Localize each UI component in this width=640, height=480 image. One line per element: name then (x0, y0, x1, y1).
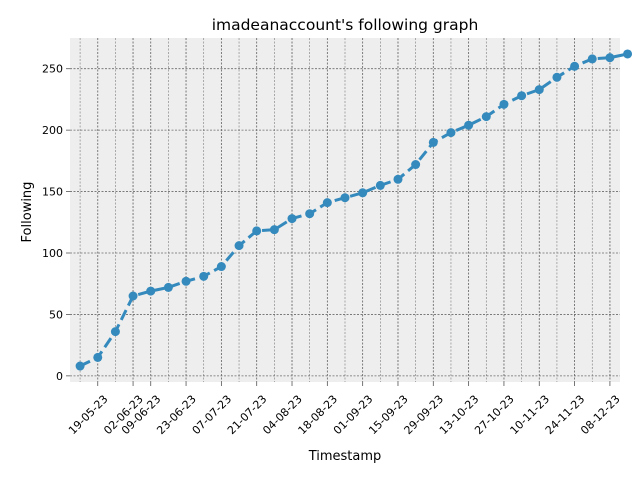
data-point (464, 120, 474, 130)
y-tick-label: 100 (42, 247, 63, 260)
grid (70, 38, 620, 382)
data-point (216, 262, 226, 272)
data-point (110, 327, 120, 337)
data-point (587, 54, 597, 64)
data-point (552, 72, 562, 82)
data-point (358, 188, 368, 198)
y-tick-label: 0 (56, 370, 63, 383)
data-series (75, 49, 633, 371)
y-tick-label: 250 (42, 63, 63, 76)
data-point (252, 226, 262, 236)
y-tick-label: 50 (49, 308, 63, 321)
data-point (428, 137, 438, 147)
data-point (305, 209, 315, 219)
data-point (570, 61, 580, 71)
data-point (93, 352, 103, 362)
data-point (534, 85, 544, 95)
data-point (411, 160, 421, 170)
data-point (340, 193, 350, 203)
data-point (375, 180, 385, 190)
y-tick-label: 150 (42, 186, 63, 199)
data-point (146, 286, 156, 296)
data-point (517, 91, 527, 101)
data-point (393, 174, 403, 184)
data-point (605, 53, 615, 63)
data-point (623, 49, 633, 59)
data-point (481, 112, 491, 122)
data-point (234, 241, 244, 251)
data-point (499, 99, 509, 109)
y-axis-label: Following (20, 182, 35, 243)
y-tick-label: 200 (42, 124, 63, 137)
data-point (322, 198, 332, 208)
data-point (128, 291, 138, 301)
data-point (163, 282, 173, 292)
data-point (269, 225, 279, 235)
data-point (181, 276, 191, 286)
chart-title: imadeanaccount's following graph (212, 16, 479, 34)
data-point (446, 128, 456, 138)
data-point (75, 361, 85, 371)
data-point (287, 214, 297, 224)
x-tick-label: 08-12-23 (578, 393, 623, 438)
data-point (199, 271, 209, 281)
x-axis-label: Timestamp (308, 449, 382, 464)
